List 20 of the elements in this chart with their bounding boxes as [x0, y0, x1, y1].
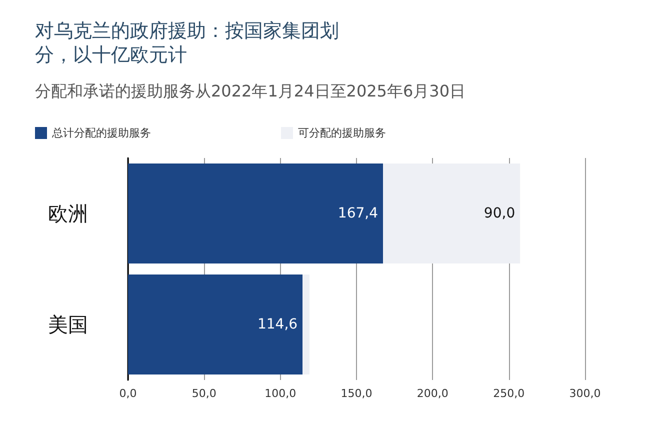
legend-label: 总计分配的援助服务	[51, 126, 151, 140]
data-label: 90,0	[484, 206, 516, 222]
bar	[128, 274, 303, 374]
x-tick-label: 300,0	[569, 387, 601, 400]
y-tick-label: 欧洲	[48, 202, 88, 226]
x-tick-label: 100,0	[264, 387, 296, 400]
bar	[383, 164, 520, 264]
legend-label: 可分配的援助服务	[298, 126, 386, 140]
chart-title: 对乌克兰的政府援助：按国家集团划分，以十亿欧元计	[35, 20, 339, 66]
data-label: 114,6	[257, 316, 298, 332]
bar	[302, 274, 310, 374]
chart-subtitle: 分配和承诺的援助服务从2022年1月24日至2025年6月30日	[35, 82, 466, 100]
y-tick-label: 美国	[48, 312, 88, 336]
x-tick-label: 50,0	[192, 387, 216, 400]
data-label: 167,4	[338, 206, 378, 222]
x-tick-label: 150,0	[340, 387, 372, 400]
bar	[128, 164, 384, 264]
x-tick-label: 250,0	[493, 387, 525, 400]
x-tick-label: 200,0	[416, 387, 448, 400]
x-tick-label: 0,0	[119, 387, 137, 400]
